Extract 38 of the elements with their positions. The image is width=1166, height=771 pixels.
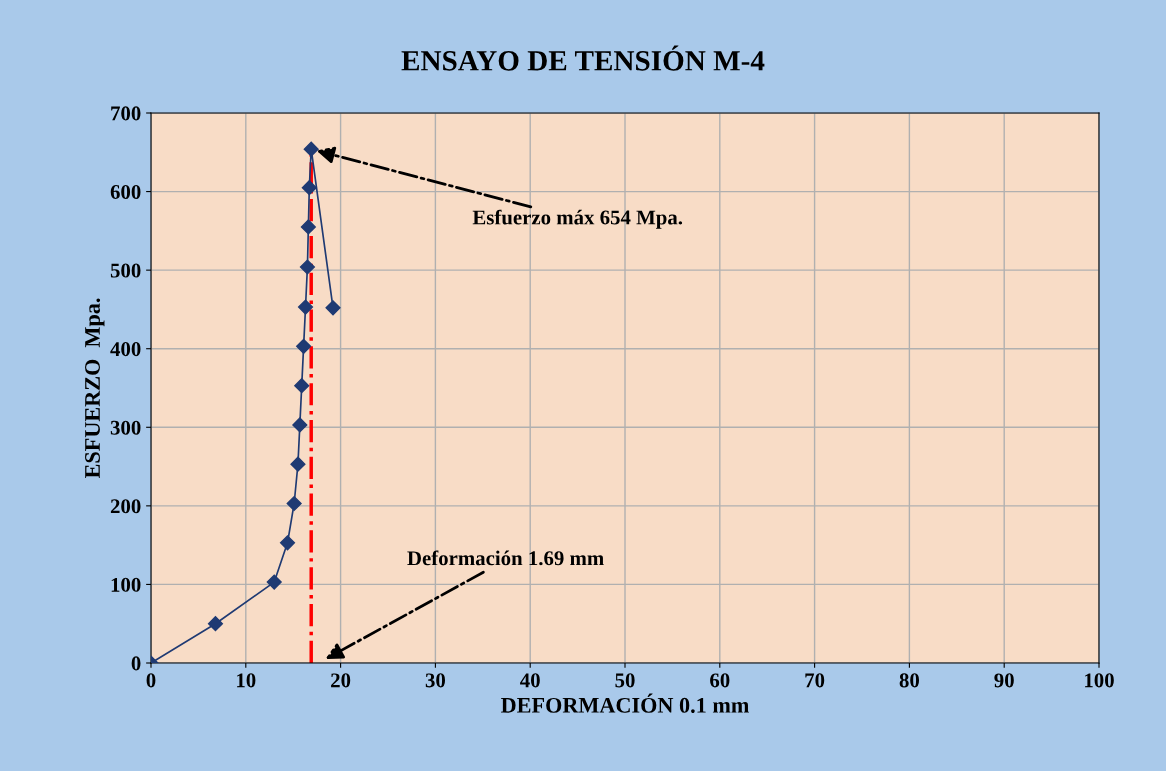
y-tick-label: 500 [110,263,141,278]
y-tick-label: 200 [110,499,141,514]
x-tick-label: 60 [710,673,730,688]
point [207,616,224,632]
point [297,299,314,315]
x-tick-label: 40 [520,673,540,688]
x-tick-label: 20 [331,673,351,688]
x-tick-label: 70 [805,673,825,688]
x-tick-label: 80 [899,673,920,688]
x-tick-label: 10 [237,673,256,688]
point [294,378,310,394]
point [299,259,315,275]
chart-title: ENSAYO DE TENSIÓN M-4 [401,45,765,71]
annotation: Esfuerzo máx 654 Mpa. [472,209,683,229]
point [292,417,308,433]
point [290,456,306,472]
point [301,180,317,196]
y-tick-label: 100 [111,577,141,592]
x-tick-label: 50 [615,673,635,688]
x-axis-title: DEFORMACIÓN 0.1 mm [501,693,749,713]
x-tick-label: 100 [1085,673,1114,688]
point [303,141,319,157]
point [325,300,341,316]
point [286,495,302,512]
y-tick-label: 700 [111,106,141,121]
annotation: Deformación 1.69 mm [407,550,604,566]
y-tick-label: 600 [110,184,141,199]
x-tick-label: 30 [425,673,446,688]
point [296,338,312,354]
x-tick-label: 0 [146,673,156,688]
y-tick-label: 400 [110,342,141,357]
y-axis-title: ESFUERZO Mpa. [85,298,105,479]
point [279,535,296,551]
x-tick-label: 90 [994,673,1014,688]
point [300,219,316,235]
y-tick-label: 300 [110,420,141,435]
point [266,574,282,590]
y-tick-label: 0 [131,656,141,671]
